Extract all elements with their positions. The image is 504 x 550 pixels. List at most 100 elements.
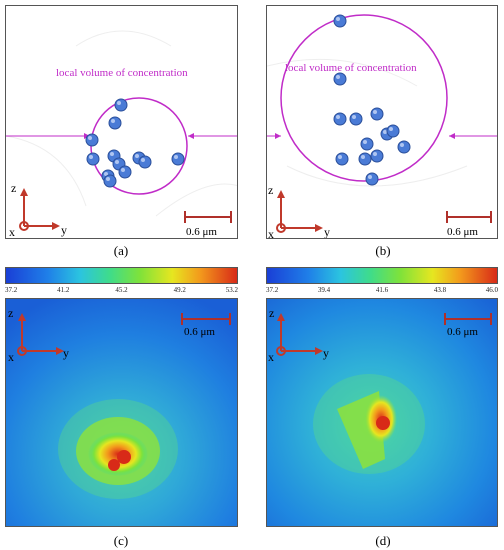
panel-a: local volume of concentration z x y 0.6 …: [5, 5, 238, 239]
particle-highlight: [338, 155, 342, 159]
particle: [335, 152, 349, 166]
particle-highlight: [121, 168, 125, 172]
colorbar-tick: 39.4: [317, 286, 331, 294]
particle: [171, 152, 185, 166]
particle: [114, 98, 128, 112]
panel-c: z x y 0.6 μm: [5, 298, 238, 527]
particle-highlight: [117, 101, 121, 105]
axis-x-label: x: [8, 350, 14, 364]
panel-a-svg: local volume of concentration z x y 0.6 …: [6, 30, 237, 239]
particle-highlight: [336, 17, 340, 21]
colorbar-tick: 41.6: [375, 286, 389, 294]
particle: [365, 172, 379, 186]
panel-b: local volume of concentration z x y 0.6 …: [266, 5, 498, 239]
colorbar-c: [5, 267, 238, 284]
axis-y-label: y: [323, 346, 329, 360]
particle: [85, 133, 99, 147]
axis-z-label: z: [8, 306, 13, 320]
volume-label: local volume of concentration: [285, 62, 417, 74]
caption-b: (b): [375, 243, 391, 258]
particle-highlight: [104, 172, 108, 176]
particle: [103, 174, 117, 188]
particle-highlight: [336, 115, 340, 119]
axis-y-label: y: [324, 225, 330, 239]
particle: [333, 112, 347, 126]
particle-highlight: [174, 155, 178, 159]
colorbar-tick: 46.0: [485, 286, 498, 294]
particle: [138, 155, 152, 169]
volume-label: local volume of concentration: [56, 67, 188, 79]
caption-a: (a): [113, 243, 129, 258]
particle: [397, 140, 411, 154]
particle-highlight: [363, 140, 367, 144]
scale-bar: 0.6 μm: [181, 313, 231, 338]
colorbar-d: [266, 267, 498, 284]
particle-highlight: [89, 155, 93, 159]
axis-triad: z x y: [268, 306, 329, 364]
particles: [333, 14, 411, 186]
particle: [118, 165, 132, 179]
particle: [386, 124, 400, 138]
arrow-head-left: [275, 133, 281, 139]
axis-z-label: z: [269, 306, 274, 320]
colorbar-tick: 45.2: [115, 286, 128, 294]
axis-z-label: z: [268, 183, 273, 197]
particle-highlight: [361, 155, 365, 159]
particle: [349, 112, 363, 126]
particle-highlight: [110, 152, 114, 156]
scale-bar: 0.6 μm: [444, 313, 492, 338]
particle-highlight: [373, 110, 377, 114]
scale-label: 0.6 μm: [447, 226, 478, 238]
volume-circle: [280, 14, 448, 182]
arrow-head-right: [449, 133, 455, 139]
axis-x-label: x: [268, 227, 274, 239]
axis-x-label: x: [268, 350, 274, 364]
scale-label: 0.6 μm: [184, 326, 215, 338]
axis-triad: z x y: [9, 181, 67, 239]
particle-highlight: [111, 119, 115, 123]
particles: [85, 98, 185, 188]
axis-triad: z x y: [268, 183, 330, 239]
colorbar-c-ticks: 37.2 41.2 45.2 49.2 53.2: [5, 286, 238, 298]
colorbar-tick: 41.2: [57, 286, 70, 294]
particle-highlight: [352, 115, 356, 119]
particle: [358, 152, 372, 166]
particle: [108, 116, 122, 130]
particle: [86, 152, 100, 166]
axis-y-label: y: [63, 346, 69, 360]
panel-c-svg: z x y 0.6 μm: [6, 299, 237, 526]
axis-triad: z x y: [8, 306, 69, 364]
caption-c: (c): [113, 533, 129, 548]
arrow-head-right: [188, 133, 194, 139]
scale-label: 0.6 μm: [447, 326, 478, 338]
caption-d: (d): [375, 533, 391, 548]
particle: [370, 149, 384, 163]
panel-d: z x y 0.6 μm: [266, 298, 498, 527]
scale-label: 0.6 μm: [186, 226, 217, 238]
particle-highlight: [88, 136, 92, 140]
particle: [333, 14, 347, 28]
particle: [370, 107, 384, 121]
scale-bar: 0.6 μm: [446, 211, 492, 238]
particle-highlight: [389, 127, 393, 131]
particle-highlight: [115, 160, 119, 164]
colorbar-tick: 37.2: [5, 286, 18, 294]
particle-highlight: [373, 152, 377, 156]
axis-x-label: x: [9, 225, 15, 239]
panel-d-svg: z x y 0.6 μm: [267, 299, 497, 526]
particle-highlight: [135, 154, 139, 158]
particle: [333, 72, 347, 86]
colorbar-tick: 53.2: [225, 286, 238, 294]
particle-highlight: [106, 177, 110, 181]
panel-b-svg: local volume of concentration z x y 0.6 …: [267, 14, 497, 239]
particle-highlight: [400, 143, 404, 147]
particle-highlight: [336, 75, 340, 79]
axis-y-label: y: [61, 223, 67, 237]
axis-z-label: z: [11, 181, 16, 195]
particle-highlight: [141, 158, 145, 162]
colorbar-tick: 43.8: [433, 286, 447, 294]
particle-highlight: [383, 130, 387, 134]
heatmap-background: [6, 299, 237, 526]
particle-highlight: [368, 175, 372, 179]
colorbar-tick: 49.2: [173, 286, 186, 294]
